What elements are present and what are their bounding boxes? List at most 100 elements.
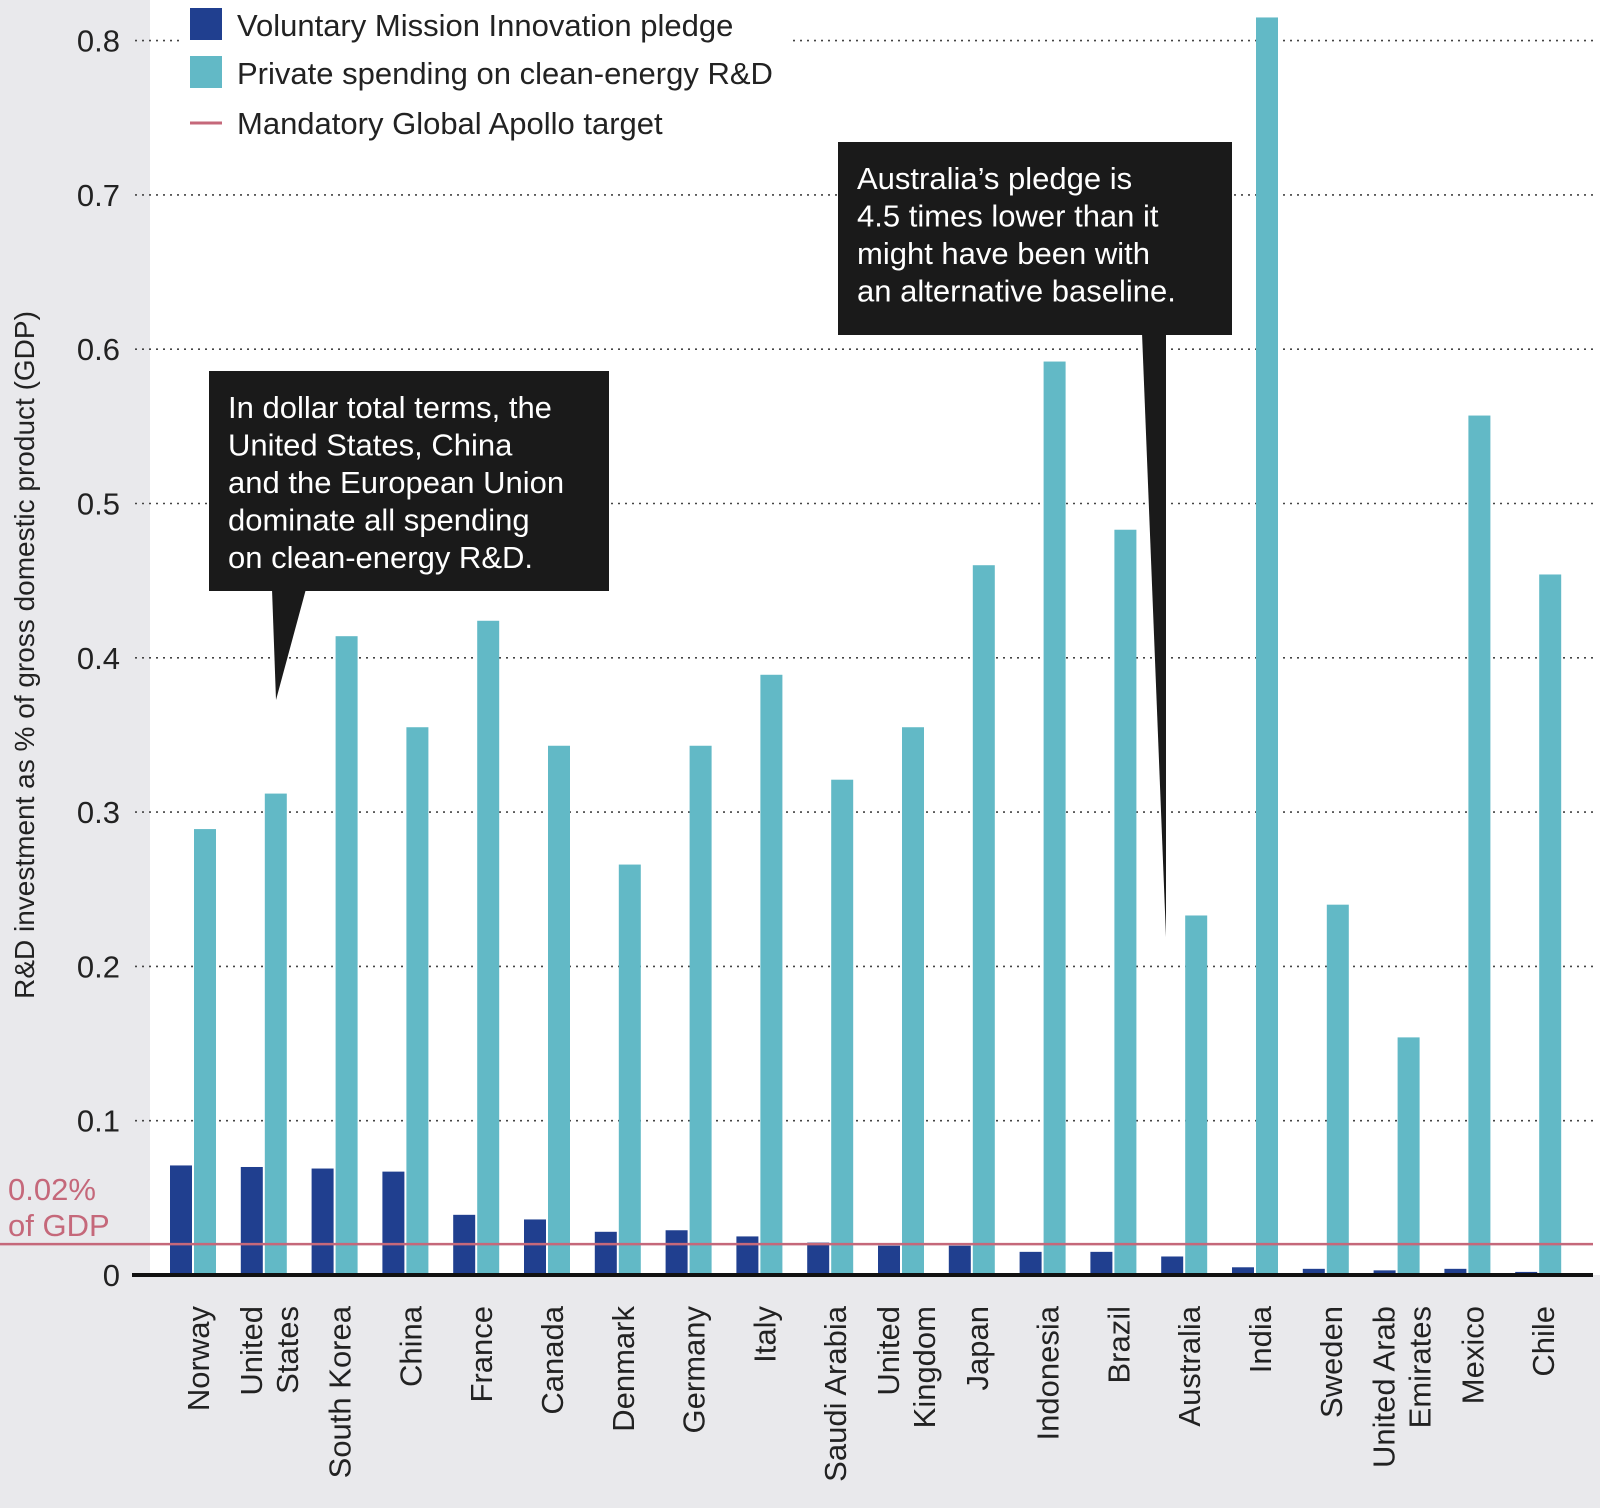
- legend-label: Mandatory Global Apollo target: [237, 106, 663, 141]
- callout-text: on clean-energy R&D.: [228, 540, 533, 575]
- y-tick-label: 0: [103, 1258, 120, 1293]
- category-label: United Arab: [1367, 1306, 1402, 1468]
- legend-background: [183, 0, 788, 142]
- category-label: United: [234, 1306, 269, 1396]
- reference-line-group: 0.02%of GDP: [0, 1172, 1593, 1246]
- y-tick-label: 0.7: [77, 178, 120, 213]
- private-spending-bar: [335, 636, 358, 1275]
- pledge-bar: [170, 1165, 192, 1275]
- category-label: India: [1243, 1305, 1278, 1373]
- private-spending-bar: [1326, 904, 1349, 1275]
- pledge-bar: [1232, 1267, 1254, 1275]
- private-spending-bar: [902, 727, 924, 1275]
- pledge-bar: [665, 1230, 688, 1275]
- bars: [170, 17, 1562, 1276]
- y-tick-label: 0.5: [77, 487, 120, 522]
- callout: Australia’s pledge is4.5 times lower tha…: [838, 142, 1232, 937]
- category-label: Japan: [960, 1306, 995, 1390]
- private-spending-bar: [477, 620, 500, 1275]
- category-label: United: [871, 1306, 906, 1396]
- private-spending-bar: [760, 674, 783, 1275]
- y-tick-label: 0.2: [77, 949, 120, 984]
- callout-text: dominate all spending: [228, 503, 530, 538]
- pledge-bar: [1161, 1256, 1184, 1275]
- legend-label: Private spending on clean-energy R&D: [237, 56, 773, 91]
- pledge-bar: [948, 1245, 971, 1275]
- callout-text: Australia’s pledge is: [857, 161, 1132, 196]
- legend: Voluntary Mission Innovation pledge Priva…: [183, 0, 788, 142]
- private-spending-bar: [1043, 361, 1066, 1275]
- y-tick-label: 0.1: [77, 1104, 120, 1139]
- category-label: Mexico: [1455, 1306, 1490, 1404]
- pledge-bar: [382, 1171, 405, 1275]
- callout-text: an alternative baseline.: [857, 274, 1176, 309]
- category-label: Indonesia: [1031, 1305, 1066, 1440]
- y-tick-label: 0.3: [77, 795, 120, 830]
- target-label: 0.02%: [8, 1172, 96, 1207]
- pledge-bar: [524, 1219, 546, 1275]
- category-label: France: [464, 1306, 499, 1402]
- category-label: Saudi Arabia: [818, 1305, 853, 1482]
- private-spending-bar: [548, 745, 570, 1275]
- pledge-bar: [807, 1242, 830, 1275]
- callout-text: 4.5 times lower than it: [857, 199, 1159, 234]
- callout-text: In dollar total terms, the: [228, 390, 552, 425]
- y-axis-title: R&D investment as % of gross domestic pr…: [9, 311, 40, 999]
- private-spending-bar: [264, 793, 287, 1275]
- category-label: Chile: [1526, 1306, 1561, 1377]
- private-spending-bar: [831, 779, 854, 1275]
- category-labels: Norway United States South Korea China France…: [181, 1305, 1561, 1482]
- callout-pointer: [272, 589, 306, 700]
- y-tick-label: 0.8: [77, 24, 120, 59]
- callout-pointer: [1142, 333, 1166, 937]
- callout-text: and the European Union: [228, 465, 564, 500]
- private-spending-bar: [972, 565, 995, 1275]
- legend-swatch-private: [190, 56, 222, 88]
- pledge-bar: [736, 1236, 759, 1275]
- callout-box: [838, 142, 1232, 335]
- pledge-bar: [1444, 1268, 1467, 1275]
- pledge-bar: [594, 1231, 617, 1275]
- category-label: Denmark: [606, 1306, 641, 1432]
- pledge-bar: [1302, 1268, 1325, 1275]
- category-label: Canada: [535, 1305, 570, 1414]
- category-label: States: [270, 1306, 305, 1394]
- category-label: South Korea: [323, 1305, 358, 1478]
- callout-text: might have been with: [857, 236, 1150, 271]
- private-spending-bar: [1185, 915, 1208, 1275]
- pledge-bar: [311, 1168, 334, 1275]
- pledge-bar: [1019, 1251, 1042, 1275]
- private-spending-bar: [194, 829, 216, 1275]
- callout-box: [209, 371, 609, 591]
- private-spending-bar: [689, 745, 712, 1275]
- private-spending-bar: [1397, 1037, 1420, 1275]
- pledge-bar: [1090, 1251, 1113, 1275]
- category-axis-panel: [0, 1275, 1600, 1503]
- y-tick-labels: 0 0.1 0.2 0.3 0.4 0.5 0.6 0.7 0.8: [77, 24, 120, 1293]
- private-spending-bar: [1468, 415, 1491, 1275]
- private-spending-bar: [618, 864, 641, 1275]
- category-label: Germany: [677, 1306, 712, 1434]
- private-spending-bar: [1114, 529, 1137, 1275]
- private-spending-bar: [1539, 574, 1562, 1275]
- pledge-bar: [1373, 1270, 1396, 1275]
- y-tick-label: 0.6: [77, 332, 120, 367]
- category-label: Kingdom: [907, 1306, 942, 1428]
- category-label: Emirates: [1403, 1306, 1438, 1428]
- category-label: Norway: [181, 1306, 216, 1412]
- category-label: Italy: [747, 1306, 782, 1363]
- callout-text: United States, China: [228, 428, 513, 463]
- category-label: China: [393, 1305, 428, 1387]
- target-label: of GDP: [8, 1208, 110, 1243]
- legend-label: Voluntary Mission Innovation pledge: [237, 8, 733, 43]
- category-label: Australia: [1172, 1305, 1207, 1426]
- category-label: Sweden: [1314, 1306, 1349, 1418]
- y-tick-label: 0.4: [77, 641, 120, 676]
- pledge-bar: [240, 1166, 263, 1275]
- legend-swatch-pledge: [190, 8, 222, 40]
- pledge-bar: [878, 1245, 900, 1275]
